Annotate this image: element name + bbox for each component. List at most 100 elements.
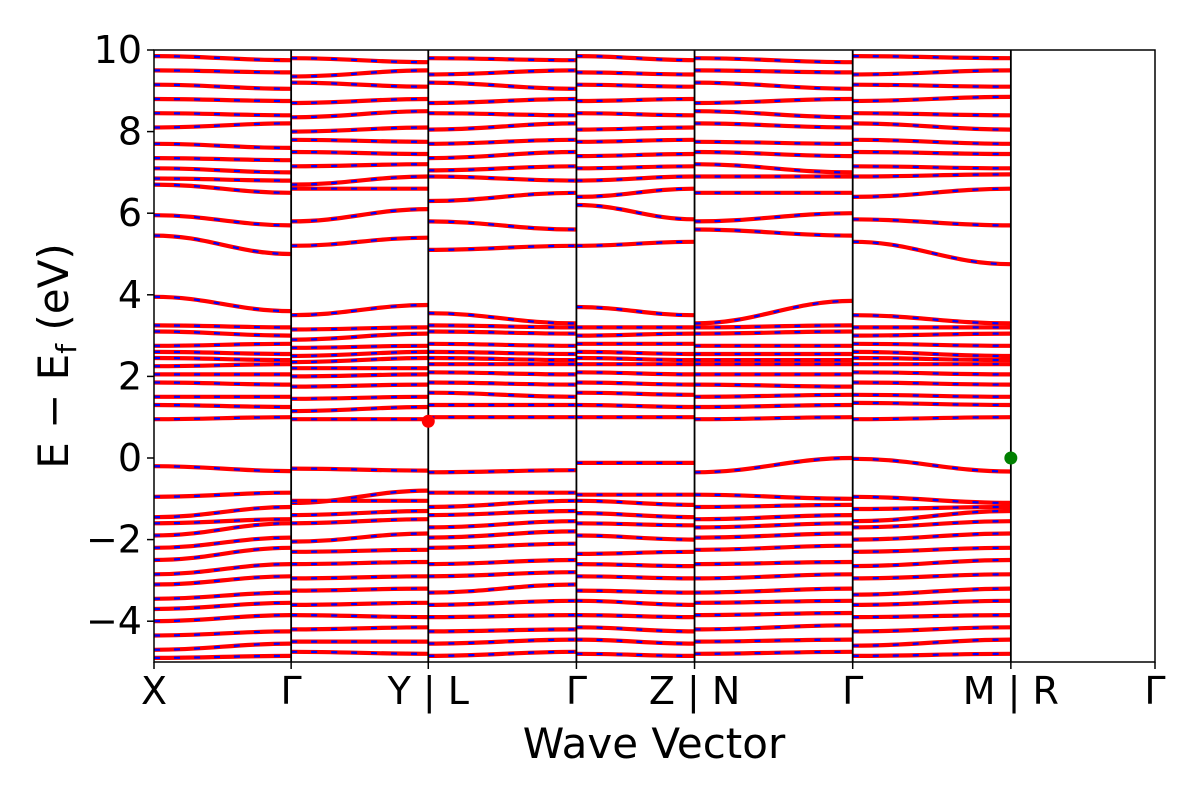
- band-line-dashed-12-0: [153, 630, 292, 637]
- band-line-dashed-33-3: [576, 138, 695, 143]
- band-line-dashed-15-5: [852, 416, 1011, 421]
- band-line-dashed-21-1: [291, 356, 429, 364]
- band-edge-markers: [421, 414, 1018, 465]
- band-line-dashed-19-1: [291, 373, 429, 378]
- band-line-dashed-33-0: [153, 142, 292, 149]
- band-line-dashed-6-0: [153, 546, 292, 562]
- band-line-dashed-16-1: [291, 405, 429, 413]
- band-line-dashed-22-0: [153, 350, 292, 356]
- band-line-35-2: [428, 111, 577, 118]
- band-line-dashed-19-3: [576, 371, 695, 376]
- band-line-dashed-32-1: [291, 150, 429, 156]
- band-line-dashed-4-1: [291, 518, 429, 525]
- band-line-39-2: [428, 56, 577, 63]
- band-line-dashed-31-4: [694, 163, 853, 174]
- band-line-dashed-5-0: [153, 536, 292, 549]
- band-line-dashed-39-3: [576, 55, 695, 62]
- band-line-dashed-4-3: [576, 522, 695, 527]
- y-axis-ticks: −4 −2 0 2 4 6 8 10: [86, 28, 154, 643]
- band-line-dashed-12-5: [852, 626, 1011, 633]
- band-line-dashed-4-0: [153, 522, 292, 537]
- cbm-marker: [421, 414, 435, 428]
- band-line-dashed-27-1: [291, 236, 429, 247]
- band-line-dashed-30-1: [291, 175, 429, 186]
- band-line-27-0: [153, 233, 292, 257]
- band-line-28-2: [428, 219, 577, 232]
- band-line-dashed-1-5: [852, 495, 1011, 504]
- band-line-13-2: [428, 637, 577, 646]
- band-line-dashed-33-4: [694, 140, 853, 145]
- x-tick-label-6: M | R: [963, 669, 1059, 714]
- band-line-dashed-6-1: [291, 548, 429, 553]
- band-line-dashed-37-3: [576, 83, 695, 88]
- x-tick-label-0: X: [141, 669, 167, 713]
- band-line-dashed-4-5: [852, 520, 1011, 529]
- band-line-6-2: [428, 541, 577, 550]
- band-line-0-5: [852, 456, 1011, 474]
- x-tick-label-2: Y | L: [387, 669, 469, 714]
- y-axis-label-unit: (eV): [29, 243, 78, 344]
- band-line-dashed-8-1: [291, 575, 429, 580]
- band-line-dashed-10-0: [153, 601, 292, 611]
- band-line-dashed-30-3: [576, 175, 695, 182]
- band-line-dashed-6-5: [852, 546, 1011, 553]
- band-line-28-3: [576, 202, 695, 222]
- band-line-21-2: [428, 355, 577, 363]
- band-line-dashed-34-0: [153, 122, 292, 129]
- band-line-dashed-39-0: [153, 55, 292, 62]
- band-line-18-2: [428, 380, 577, 387]
- band-line-dashed-7-0: [153, 563, 292, 576]
- band-line-dashed-2-5: [852, 505, 1011, 511]
- band-line-dashed-9-3: [576, 589, 695, 594]
- x-tick-label-4: Z | N: [649, 669, 740, 714]
- band-line-dashed-25-4: [694, 324, 853, 329]
- band-line-dashed-22-3: [576, 350, 695, 356]
- band-line-dashed-8-5: [852, 573, 1011, 580]
- band-line-dashed-18-5: [852, 381, 1011, 386]
- band-line-dashed-27-4: [694, 228, 853, 237]
- y-axis-label: E − Ef (eV): [29, 243, 83, 469]
- y-axis-label-main: E − E: [29, 354, 78, 469]
- band-line-34-2: [428, 121, 577, 132]
- band-line-dashed-7-4: [694, 560, 853, 566]
- band-line-26-0: [153, 294, 292, 314]
- band-line-30-2: [428, 174, 577, 183]
- band-line-dashed-32-0: [153, 157, 292, 162]
- band-line-dashed-27-0: [153, 234, 292, 256]
- band-line-dashed-17-3: [576, 391, 695, 396]
- band-line-38-0: [153, 68, 292, 75]
- band-line-dashed-26-4: [694, 299, 853, 325]
- band-line-23-2: [428, 341, 577, 348]
- band-line-14-0: [153, 653, 292, 660]
- bands-layer: [153, 54, 1011, 660]
- band-line-dashed-30-0: [153, 177, 292, 182]
- band-line-26-2: [428, 311, 577, 326]
- band-line-0-4: [694, 455, 853, 475]
- band-line-dashed-17-1: [291, 395, 429, 400]
- band-line-dashed-37-1: [291, 81, 429, 88]
- band-line-dashed-34-5: [852, 122, 1011, 131]
- band-line-dashed-3-5: [852, 509, 1011, 523]
- band-line-dashed-5-3: [576, 534, 695, 541]
- band-line-dashed-17-5: [852, 393, 1011, 398]
- band-line-dashed-14-3: [576, 652, 695, 657]
- band-line-8-2: [428, 570, 577, 579]
- band-line-dashed-18-4: [694, 383, 853, 388]
- band-line-dashed-31-0: [153, 167, 292, 174]
- band-line-dashed-0-0: [153, 465, 292, 473]
- band-line-dashed-32-5: [852, 150, 1011, 156]
- band-line-dashed-7-5: [852, 558, 1011, 568]
- band-line-dashed-21-0: [153, 356, 292, 362]
- band-line-37-2: [428, 80, 577, 91]
- band-line-dashed-21-5: [852, 356, 1011, 362]
- band-line-29-2: [428, 190, 577, 204]
- band-line-dashed-10-4: [694, 599, 853, 604]
- band-line-dashed-36-1: [291, 97, 429, 105]
- y-tick-label-5: 6: [118, 191, 142, 235]
- band-line-dashed-5-5: [852, 532, 1011, 541]
- band-line-dashed-12-4: [694, 624, 853, 631]
- band-line-24-2: [428, 329, 577, 336]
- band-line-dashed-2-3: [576, 499, 695, 506]
- band-line-dashed-18-3: [576, 381, 695, 386]
